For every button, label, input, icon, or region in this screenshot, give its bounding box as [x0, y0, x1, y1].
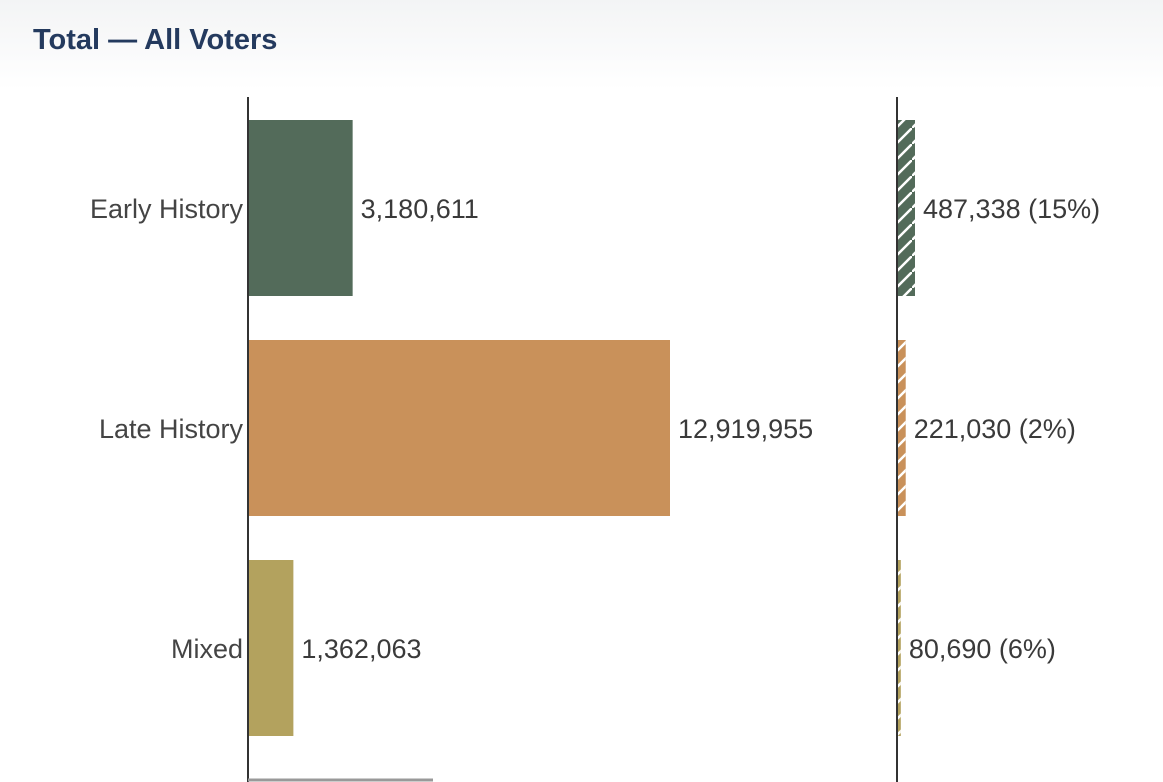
bar-subset-hatch	[898, 120, 915, 296]
category-label: Mixed	[171, 634, 243, 664]
bar-subset-hatch	[898, 340, 906, 516]
bar-subset-value-label: 80,690 (6%)	[909, 634, 1056, 664]
bar-total	[249, 340, 670, 516]
category-label: Late History	[99, 414, 244, 444]
bar-value-label: 12,919,955	[678, 414, 813, 444]
chart-title: Total — All Voters	[33, 24, 278, 56]
bar-value-label: 1,362,063	[301, 634, 421, 664]
bar-subset-hatch	[898, 560, 901, 736]
bar-subset-value-label: 487,338 (15%)	[923, 194, 1100, 224]
bar-total	[249, 120, 353, 296]
header-band	[0, 0, 1163, 90]
bar-subset-value-label: 221,030 (2%)	[914, 414, 1076, 444]
bar-value-label: 3,180,611	[361, 194, 479, 224]
bar-total	[249, 560, 294, 736]
category-label: Early History	[90, 194, 244, 224]
